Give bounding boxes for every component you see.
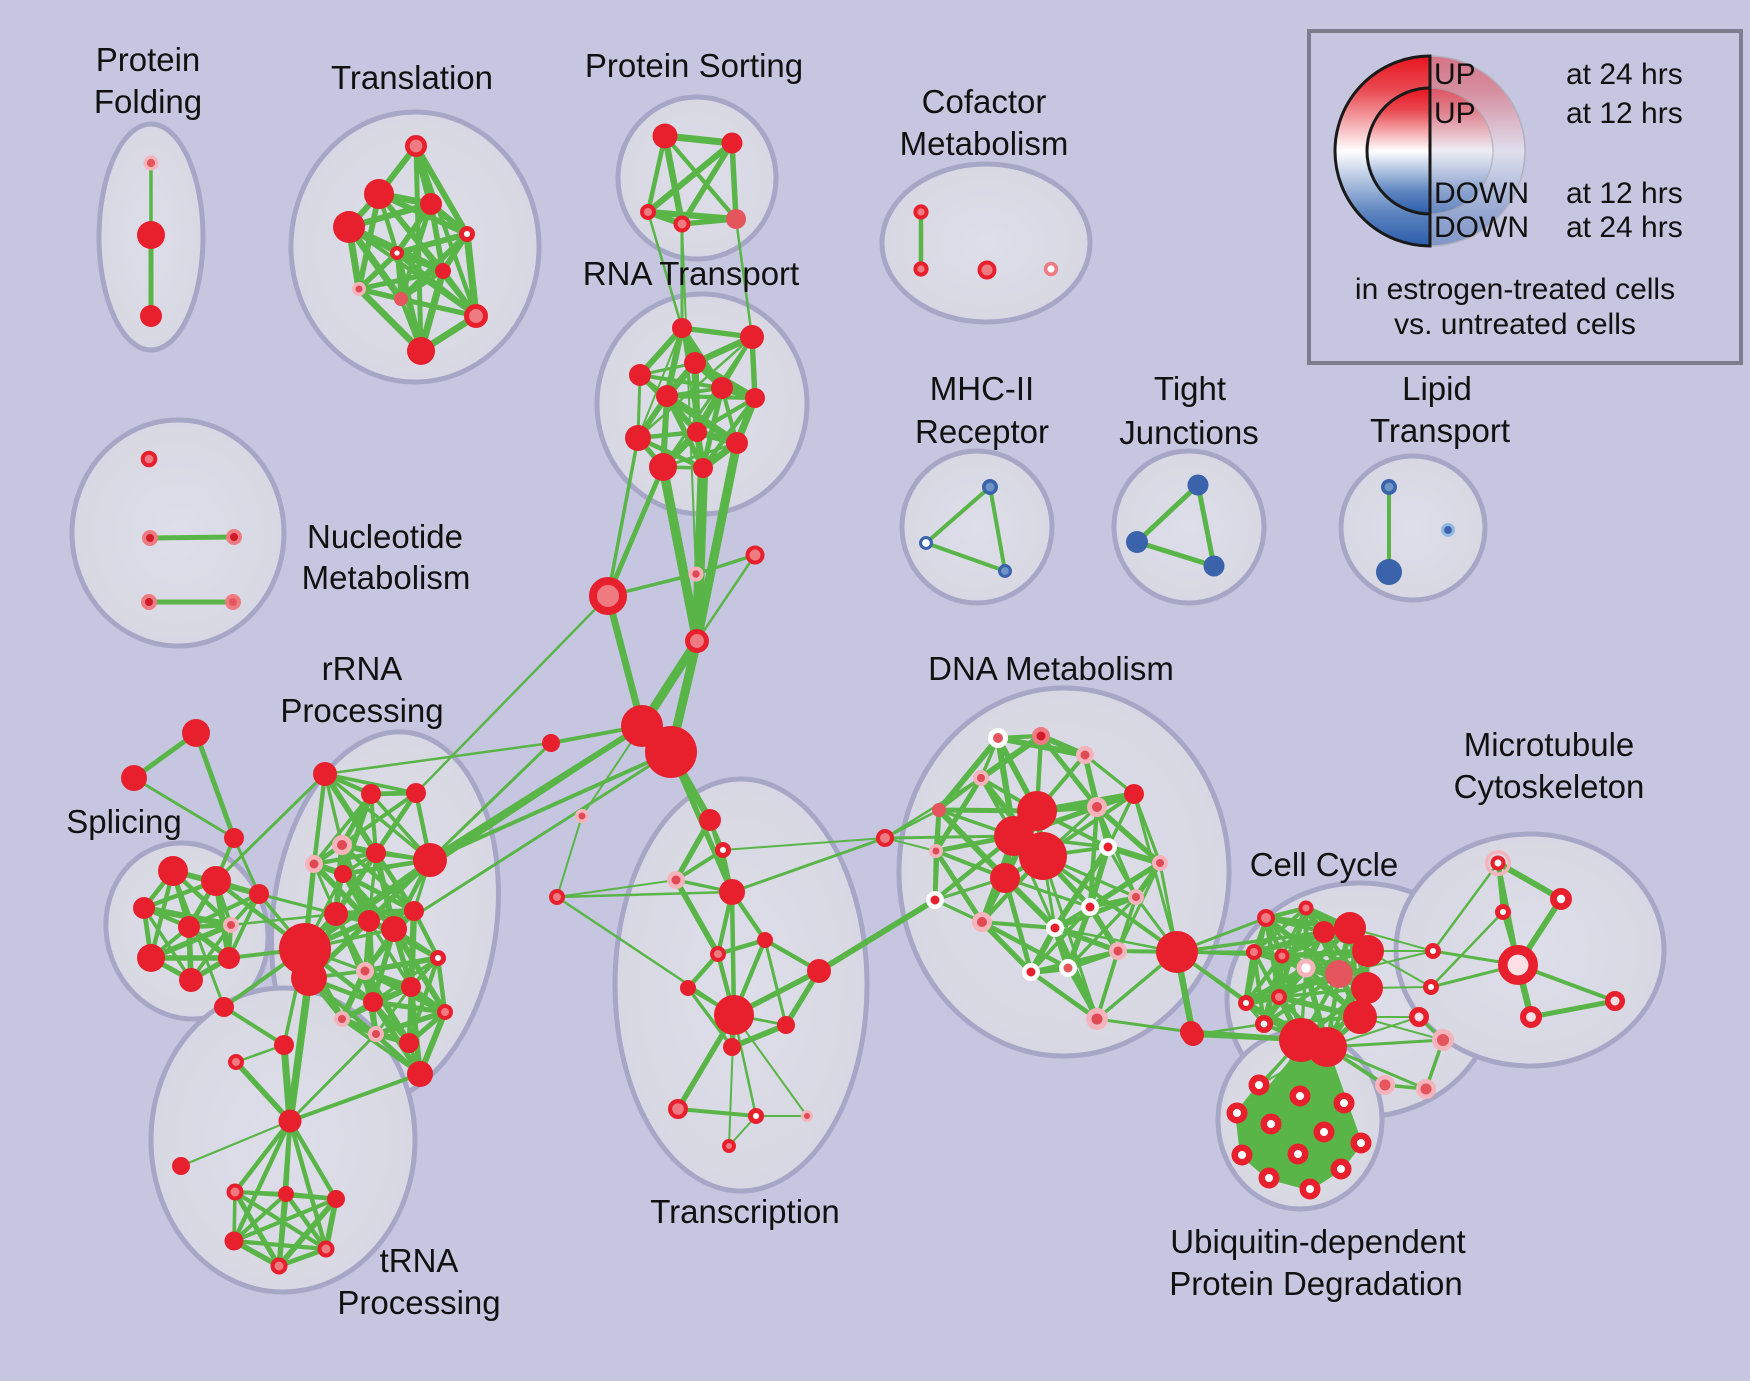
svg-text:Cell Cycle: Cell Cycle [1250, 846, 1399, 883]
svg-text:Cytoskeleton: Cytoskeleton [1454, 768, 1645, 805]
svg-text:MHC-II: MHC-II [930, 370, 1034, 407]
svg-text:UP: UP [1434, 58, 1476, 91]
svg-text:Translation: Translation [331, 59, 493, 96]
svg-text:Tight: Tight [1154, 370, 1226, 407]
svg-text:Ubiquitin-dependent: Ubiquitin-dependent [1170, 1223, 1465, 1260]
svg-text:at 24 hrs: at 24 hrs [1566, 211, 1683, 244]
svg-text:DOWN: DOWN [1434, 177, 1529, 210]
svg-text:UP: UP [1434, 97, 1476, 130]
svg-text:Processing: Processing [337, 1284, 500, 1321]
svg-text:tRNA: tRNA [380, 1242, 459, 1279]
svg-text:Metabolism: Metabolism [900, 125, 1069, 162]
svg-text:Splicing: Splicing [66, 803, 182, 840]
svg-text:RNA Transport: RNA Transport [583, 255, 799, 292]
svg-text:Transport: Transport [1370, 412, 1510, 449]
svg-text:Protein Sorting: Protein Sorting [585, 47, 803, 84]
svg-text:Protein Degradation: Protein Degradation [1169, 1265, 1463, 1302]
svg-text:DNA Metabolism: DNA Metabolism [928, 650, 1174, 687]
svg-text:Nucleotide: Nucleotide [307, 518, 463, 555]
svg-text:in estrogen-treated cells: in estrogen-treated cells [1355, 273, 1675, 306]
svg-text:at 24 hrs: at 24 hrs [1566, 58, 1683, 91]
svg-text:Folding: Folding [94, 83, 202, 120]
svg-text:Receptor: Receptor [915, 413, 1049, 450]
svg-text:Lipid: Lipid [1402, 370, 1472, 407]
svg-text:Transcription: Transcription [650, 1193, 840, 1230]
svg-text:Microtubule: Microtubule [1464, 726, 1635, 763]
svg-text:vs. untreated cells: vs. untreated cells [1394, 308, 1636, 341]
svg-text:Junctions: Junctions [1119, 414, 1258, 451]
svg-text:Processing: Processing [280, 692, 443, 729]
svg-text:DOWN: DOWN [1434, 211, 1529, 244]
svg-text:rRNA: rRNA [322, 650, 403, 687]
svg-text:Cofactor: Cofactor [922, 83, 1047, 120]
svg-text:Metabolism: Metabolism [302, 559, 471, 596]
svg-text:at 12 hrs: at 12 hrs [1566, 177, 1683, 210]
svg-text:at 12 hrs: at 12 hrs [1566, 97, 1683, 130]
svg-text:Protein: Protein [96, 41, 201, 78]
